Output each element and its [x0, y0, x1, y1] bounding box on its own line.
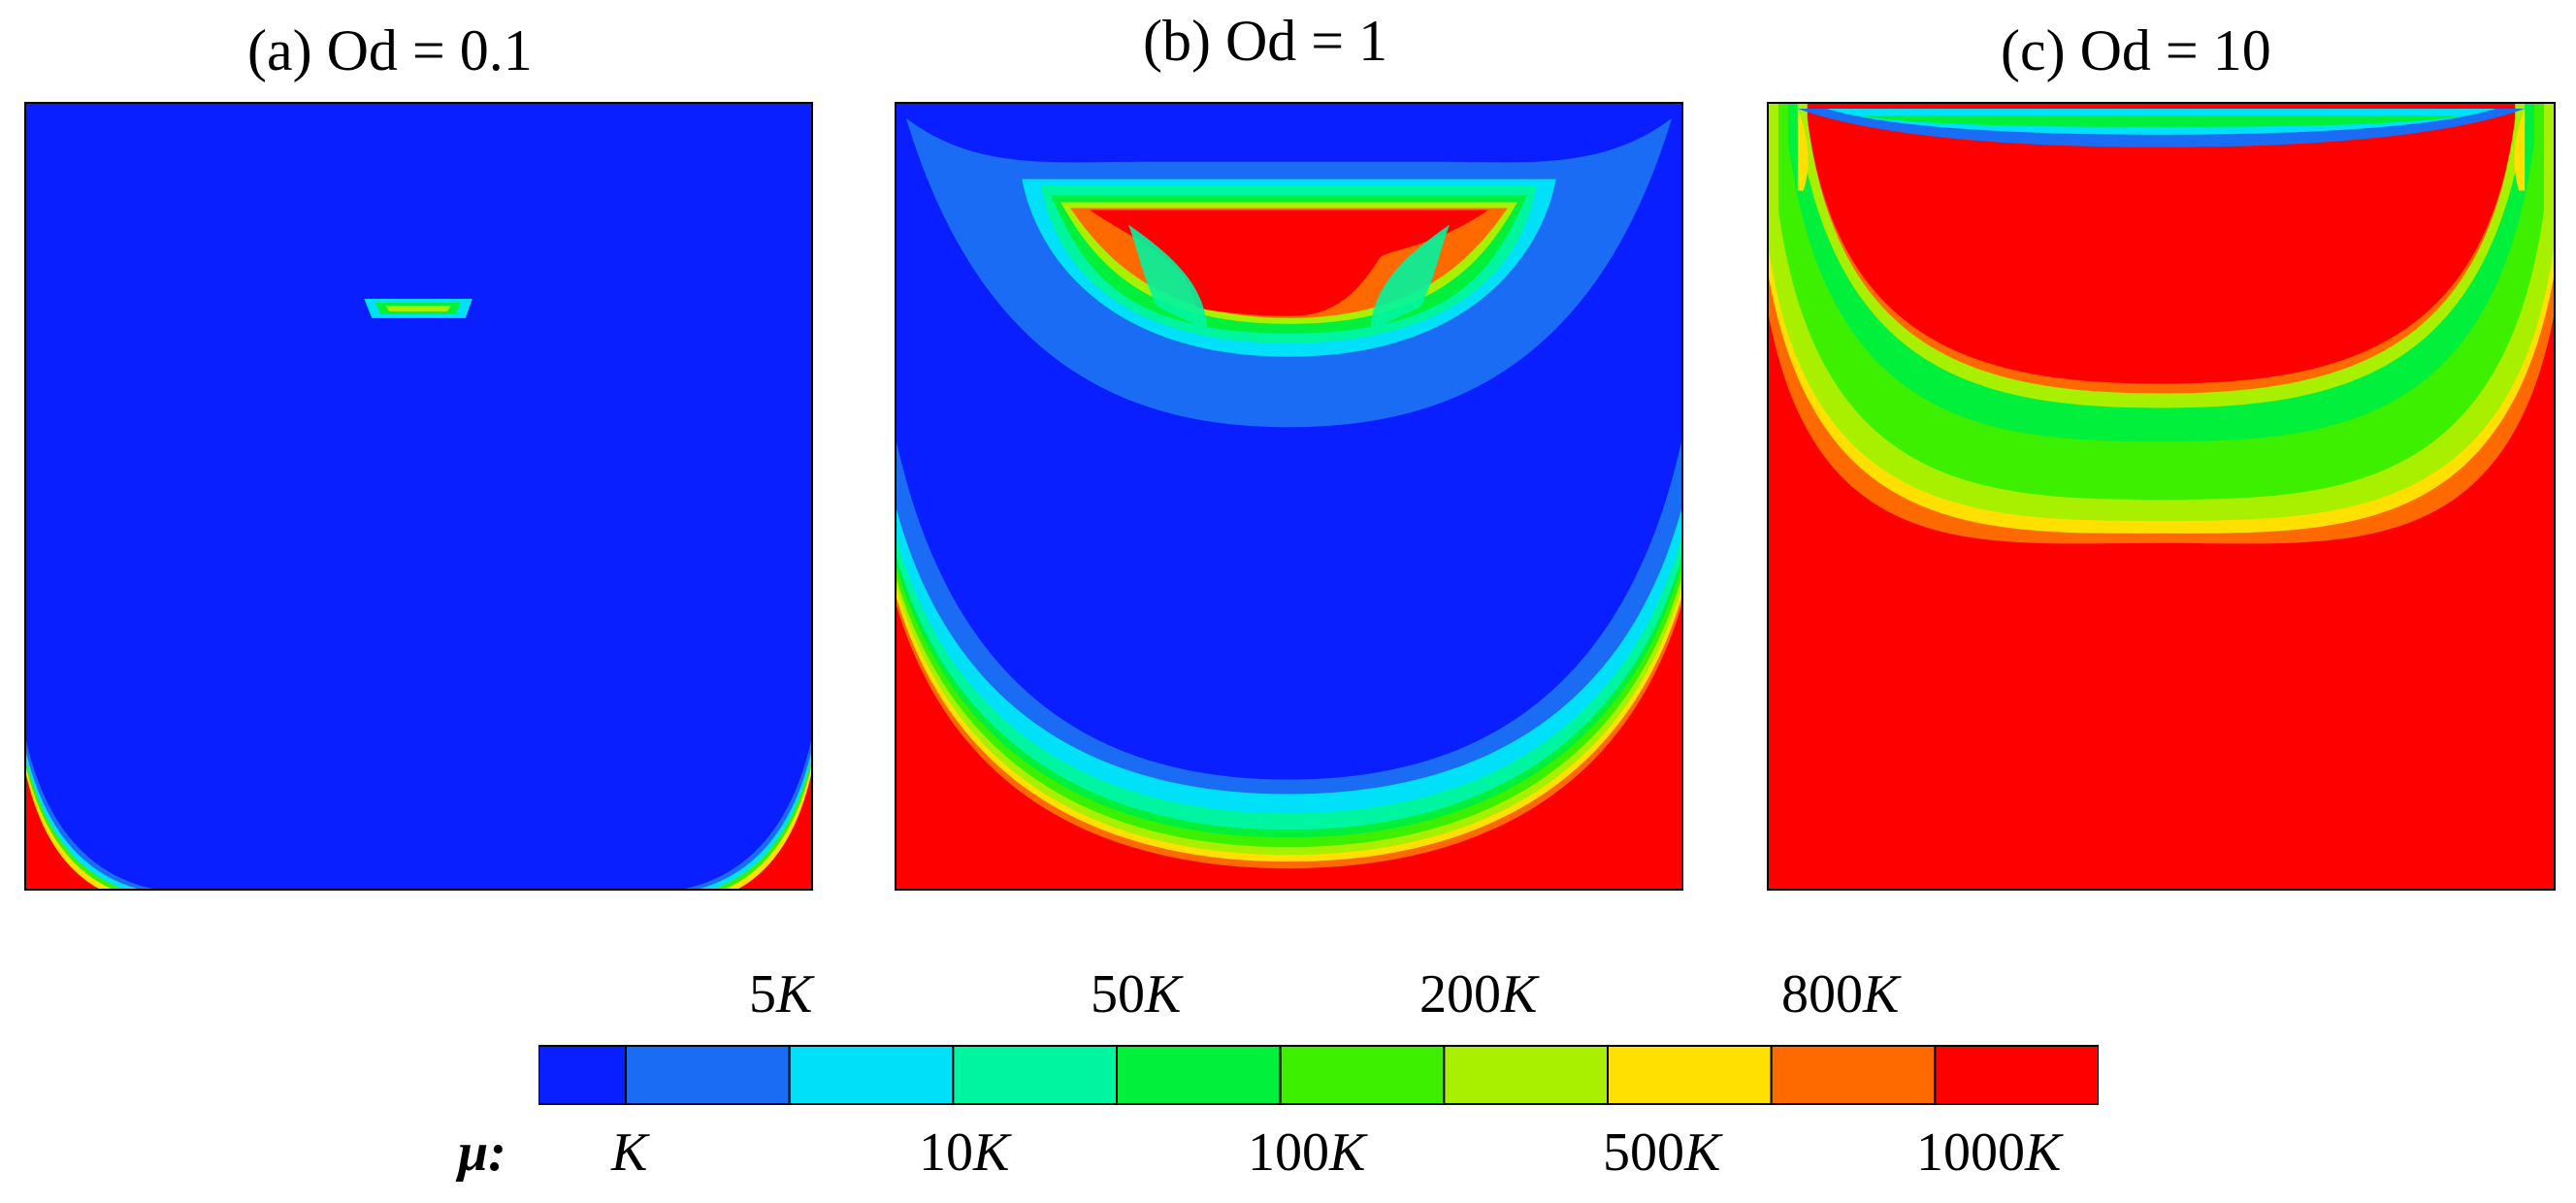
- bowl-band-7: [897, 578, 1681, 889]
- bowl-band-10: [897, 605, 1681, 889]
- background-level-1: [26, 104, 811, 889]
- colorbar-swatch-1: [538, 1045, 627, 1105]
- colorbar-swatch-3: [788, 1045, 955, 1105]
- colorbar-tick-5k: 5K: [749, 964, 813, 1024]
- bowl-band-6: [897, 567, 1681, 889]
- top-strip-band-5: [1855, 114, 2467, 127]
- colorbar-swatch-8: [1607, 1045, 1773, 1105]
- upper-right-lobe: [1370, 224, 1451, 331]
- upper-feature-band-10: [1090, 210, 1488, 316]
- left-edge-feature: [1797, 108, 1809, 191]
- right-edge-feature: [2514, 108, 2526, 191]
- colorbar-tick-k: K: [611, 1122, 648, 1183]
- inner-core-10: [1807, 104, 2516, 384]
- contour-plot-b: [897, 104, 1681, 889]
- colorbar-tick-200k: 200K: [1419, 964, 1538, 1024]
- panel-c-title: (c) Od = 10: [2001, 18, 2271, 82]
- contour-plot-a: [26, 104, 811, 889]
- colorbar-tick-50k: 50K: [1091, 964, 1182, 1024]
- panel-a-title: (a) Od = 0.1: [247, 18, 533, 82]
- panel-b-title: (b) Od = 1: [1143, 9, 1388, 73]
- colorbar: [538, 1045, 2099, 1105]
- contour-panel-c: [1767, 102, 2556, 891]
- small-feature-inner: [385, 305, 451, 311]
- colorbar-tick-1000k: 1000K: [1916, 1122, 2062, 1183]
- contour-panel-b: [895, 102, 1683, 891]
- colorbar-swatch-7: [1443, 1045, 1609, 1105]
- colorbar-swatch-4: [952, 1045, 1119, 1105]
- corner-right-band-10: [738, 774, 811, 889]
- colorbar-swatch-6: [1279, 1045, 1446, 1105]
- contour-plot-c: [1769, 104, 2554, 889]
- colorbar-tick-500k: 500K: [1603, 1122, 1721, 1183]
- upper-left-lobe: [1127, 224, 1208, 331]
- colorbar-swatch-9: [1770, 1045, 1937, 1105]
- colorbar-tick-10k: 10K: [919, 1122, 1010, 1183]
- colorbar-variable-label: μ:: [458, 1122, 506, 1183]
- colorbar-swatches: [538, 1045, 2099, 1105]
- colorbar-tick-800k: 800K: [1781, 964, 1900, 1024]
- contour-panel-a: [24, 102, 813, 891]
- colorbar-tick-100k: 100K: [1248, 1122, 1366, 1183]
- corner-left-band-10: [26, 774, 99, 889]
- colorbar-swatch-5: [1116, 1045, 1282, 1105]
- colorbar-swatch-2: [625, 1045, 791, 1105]
- colorbar-swatch-10: [1934, 1045, 2099, 1105]
